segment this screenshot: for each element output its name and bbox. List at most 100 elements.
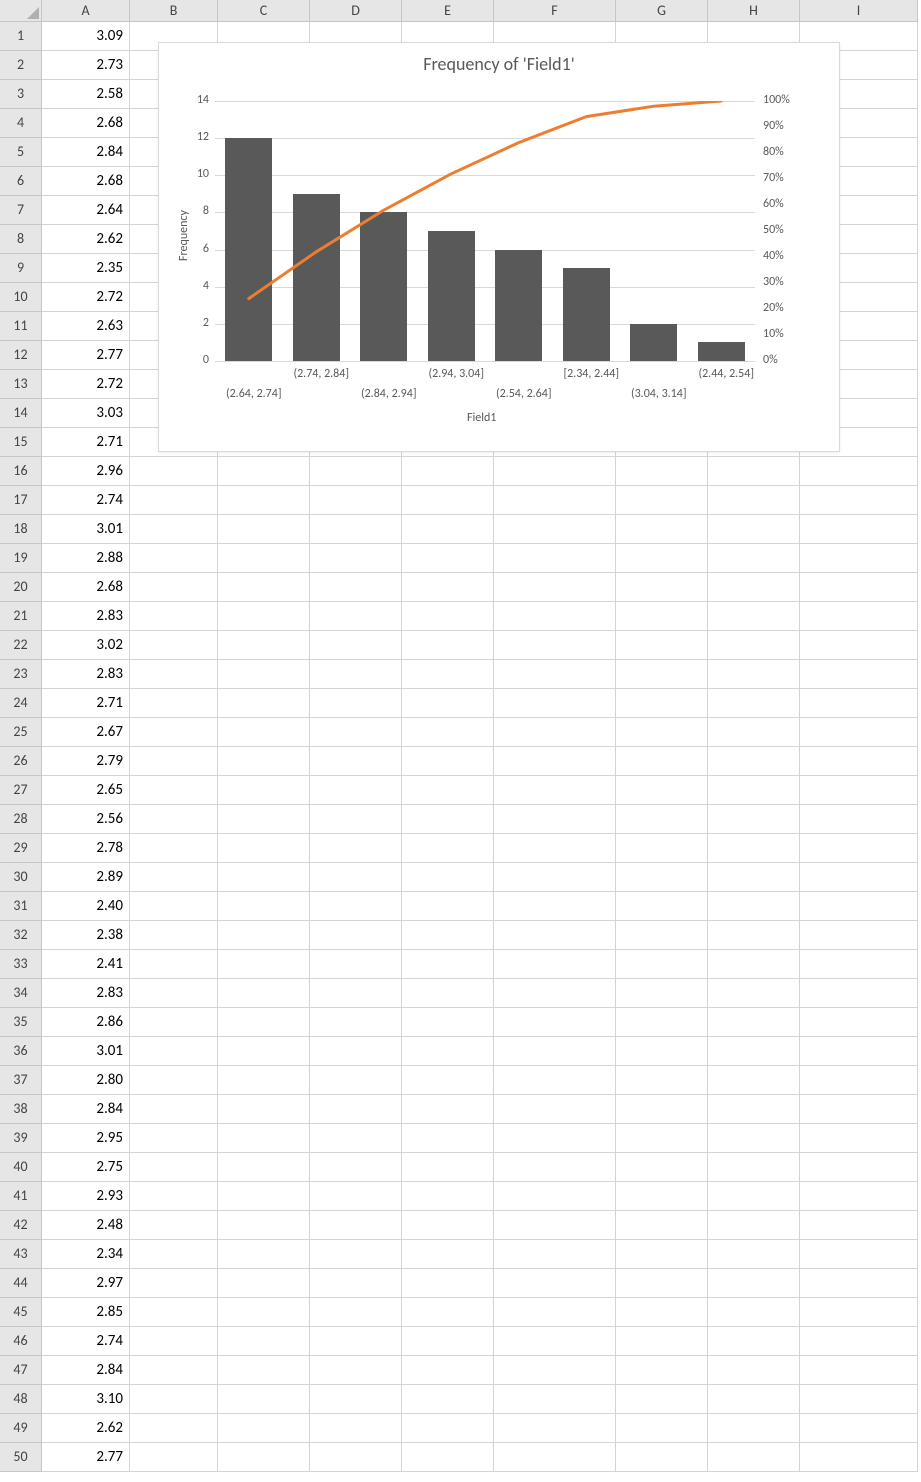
cell[interactable]	[310, 921, 402, 950]
cell[interactable]	[800, 1269, 918, 1298]
cell[interactable]	[130, 1008, 218, 1037]
cell[interactable]: 2.97	[42, 1269, 130, 1298]
cell[interactable]	[218, 1298, 310, 1327]
cell[interactable]: 2.62	[42, 225, 130, 254]
col-header-D[interactable]: D	[310, 0, 402, 22]
row-header-15[interactable]: 15	[0, 428, 42, 457]
cell[interactable]	[130, 718, 218, 747]
row-header-4[interactable]: 4	[0, 109, 42, 138]
cell[interactable]: 2.38	[42, 921, 130, 950]
cell[interactable]: 2.71	[42, 689, 130, 718]
cell[interactable]	[402, 1298, 494, 1327]
cell[interactable]	[310, 1240, 402, 1269]
cell[interactable]	[218, 1414, 310, 1443]
row-header-32[interactable]: 32	[0, 921, 42, 950]
cell[interactable]: 2.41	[42, 950, 130, 979]
cell[interactable]	[218, 1095, 310, 1124]
cell[interactable]	[616, 979, 708, 1008]
cell[interactable]: 2.58	[42, 80, 130, 109]
cell[interactable]	[616, 1269, 708, 1298]
cell[interactable]	[616, 776, 708, 805]
cell[interactable]	[218, 892, 310, 921]
cell[interactable]	[800, 1356, 918, 1385]
cell[interactable]	[494, 747, 616, 776]
cell[interactable]	[494, 1182, 616, 1211]
cell[interactable]	[310, 1066, 402, 1095]
cell[interactable]	[494, 718, 616, 747]
row-header-26[interactable]: 26	[0, 747, 42, 776]
row-header-46[interactable]: 46	[0, 1327, 42, 1356]
histogram-chart[interactable]: Frequency of 'Field1' Frequency Field1 0…	[158, 42, 840, 452]
cell[interactable]	[310, 863, 402, 892]
cell[interactable]: 2.84	[42, 1095, 130, 1124]
cell[interactable]	[310, 602, 402, 631]
cell[interactable]	[494, 1327, 616, 1356]
cell[interactable]	[402, 892, 494, 921]
cell[interactable]: 2.72	[42, 283, 130, 312]
cell[interactable]	[218, 834, 310, 863]
cell[interactable]	[708, 631, 800, 660]
cell[interactable]	[494, 660, 616, 689]
row-header-31[interactable]: 31	[0, 892, 42, 921]
cell[interactable]	[708, 979, 800, 1008]
cell[interactable]: 2.73	[42, 51, 130, 80]
cell[interactable]	[708, 747, 800, 776]
row-header-16[interactable]: 16	[0, 457, 42, 486]
cell[interactable]	[402, 515, 494, 544]
cell[interactable]	[310, 1385, 402, 1414]
cell[interactable]	[218, 805, 310, 834]
col-header-G[interactable]: G	[616, 0, 708, 22]
cell[interactable]	[800, 457, 918, 486]
cell[interactable]	[402, 457, 494, 486]
cell[interactable]: 2.93	[42, 1182, 130, 1211]
cell[interactable]: 2.79	[42, 747, 130, 776]
cell[interactable]	[402, 660, 494, 689]
cell[interactable]	[616, 1211, 708, 1240]
cell[interactable]	[494, 1124, 616, 1153]
cell[interactable]	[130, 1153, 218, 1182]
cell[interactable]	[402, 747, 494, 776]
cell[interactable]	[708, 1298, 800, 1327]
cell[interactable]	[130, 776, 218, 805]
cell[interactable]	[800, 718, 918, 747]
cell[interactable]	[218, 515, 310, 544]
cell[interactable]: 2.72	[42, 370, 130, 399]
cell[interactable]: 2.56	[42, 805, 130, 834]
cell[interactable]	[616, 1095, 708, 1124]
row-header-6[interactable]: 6	[0, 167, 42, 196]
cell[interactable]	[616, 1327, 708, 1356]
cell[interactable]	[494, 1298, 616, 1327]
row-header-24[interactable]: 24	[0, 689, 42, 718]
cell[interactable]	[616, 631, 708, 660]
cell[interactable]	[708, 805, 800, 834]
cell[interactable]	[616, 1153, 708, 1182]
cell[interactable]	[494, 689, 616, 718]
cell[interactable]	[402, 602, 494, 631]
cell[interactable]	[616, 689, 708, 718]
row-header-28[interactable]: 28	[0, 805, 42, 834]
cell[interactable]	[494, 1153, 616, 1182]
row-header-5[interactable]: 5	[0, 138, 42, 167]
cell[interactable]	[402, 1356, 494, 1385]
cell[interactable]: 2.48	[42, 1211, 130, 1240]
cell[interactable]	[708, 1095, 800, 1124]
cell[interactable]: 3.03	[42, 399, 130, 428]
cell[interactable]	[130, 486, 218, 515]
cell[interactable]	[218, 1008, 310, 1037]
cell[interactable]: 2.84	[42, 1356, 130, 1385]
cell[interactable]	[616, 805, 708, 834]
cell[interactable]	[130, 863, 218, 892]
col-header-A[interactable]: A	[42, 0, 130, 22]
cell[interactable]: 2.78	[42, 834, 130, 863]
row-header-7[interactable]: 7	[0, 196, 42, 225]
cell[interactable]	[310, 1008, 402, 1037]
cell[interactable]	[616, 602, 708, 631]
cell[interactable]	[494, 602, 616, 631]
cell[interactable]	[130, 1298, 218, 1327]
cell[interactable]	[310, 1327, 402, 1356]
cell[interactable]	[800, 979, 918, 1008]
cell[interactable]	[402, 631, 494, 660]
cell[interactable]	[402, 834, 494, 863]
cell[interactable]	[616, 1414, 708, 1443]
cell[interactable]: 2.77	[42, 341, 130, 370]
